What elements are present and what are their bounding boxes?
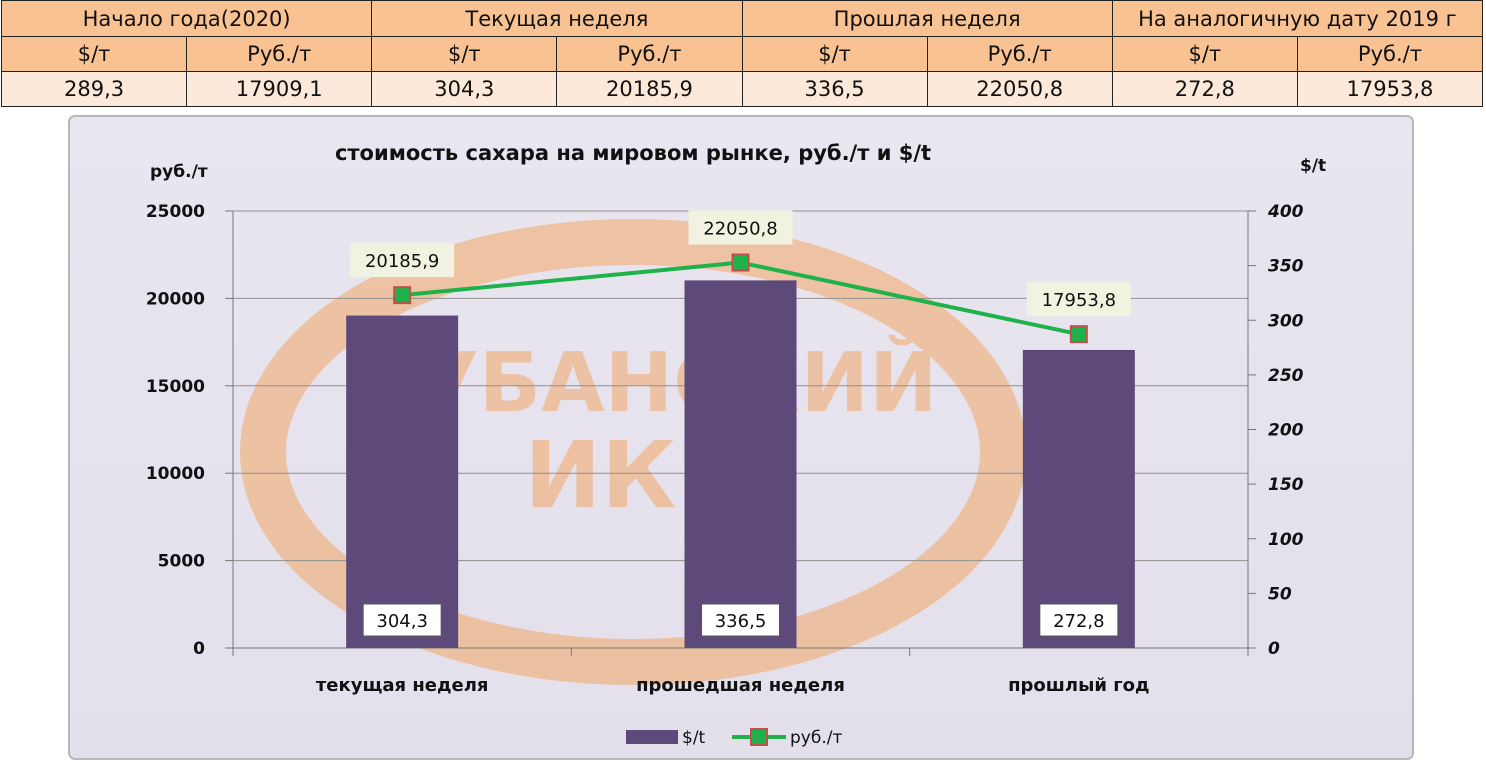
bar-value-label: 336,5 [715, 611, 767, 632]
unit-cell: $/т [371, 36, 558, 72]
unit-cell: Руб./т [556, 36, 743, 72]
right-tick-label: 250 [1268, 366, 1304, 386]
table-units-row: $/т Руб./т $/т Руб./т $/т Руб./т $/т Руб… [0, 36, 1484, 72]
legend-line-label: руб./т [790, 728, 842, 748]
table-header-row: Начало года(2020) Текущая неделя Прошлая… [0, 0, 1484, 37]
line-value-box [350, 243, 455, 278]
value-cell: 17909,1 [186, 71, 373, 107]
category-label: прошлый год [1008, 675, 1149, 696]
right-tick-label: 100 [1268, 530, 1304, 550]
left-tick-label: 25000 [146, 202, 205, 222]
right-axis-label: $/t [1300, 156, 1326, 176]
left-tick-label: 0 [193, 639, 205, 659]
right-tick-label: 200 [1268, 421, 1304, 441]
header-last-week: Прошлая неделя [741, 0, 1113, 37]
value-cell: 20185,9 [556, 71, 743, 107]
unit-cell: $/т [0, 36, 188, 72]
left-tick-label: 15000 [146, 377, 205, 397]
price-table: Начало года(2020) Текущая неделя Прошлая… [0, 0, 1484, 107]
chart-container: КУБАНСКИЙ ИКЦ стоимость сахара на мирово… [68, 115, 1414, 760]
right-tick-label: 300 [1268, 311, 1304, 331]
table-values-row: 289,3 17909,1 304,3 20185,9 336,5 22050,… [0, 71, 1484, 107]
legend-bar-label: $/t [682, 728, 706, 748]
value-cell: 304,3 [371, 71, 558, 107]
line-marker [731, 253, 750, 272]
unit-cell: Руб./т [186, 36, 373, 72]
header-start-of-year: Начало года(2020) [0, 0, 373, 37]
category-label: прошедшая неделя [636, 675, 845, 696]
left-tick-label: 5000 [158, 552, 205, 572]
right-tick-label: 0 [1268, 639, 1280, 659]
line-value-box [688, 210, 793, 245]
header-same-date-2019: На аналогичную дату 2019 г [1111, 0, 1484, 37]
right-tick-label: 350 [1268, 257, 1304, 277]
line-value-box [1026, 282, 1131, 317]
value-cell: 289,3 [0, 71, 188, 107]
unit-cell: $/т [741, 36, 928, 72]
bar-value-box [362, 603, 442, 637]
bar [684, 280, 797, 648]
value-cell: 22050,8 [926, 71, 1113, 107]
unit-cell: Руб./т [1296, 36, 1484, 72]
line-value-label: 20185,9 [365, 251, 439, 272]
value-cell: 272,8 [1111, 71, 1298, 107]
header-current-week: Текущая неделя [371, 0, 743, 37]
category-label: текущая неделя [316, 675, 489, 696]
value-cell: 336,5 [741, 71, 928, 107]
line-value-label: 22050,8 [703, 219, 777, 240]
bar [1022, 349, 1135, 648]
bar-value-label: 272,8 [1053, 611, 1105, 632]
chart-title: стоимость сахара на мировом рынке, руб./… [335, 141, 931, 165]
sugar-price-chart: КУБАНСКИЙ ИКЦ стоимость сахара на мирово… [68, 115, 1414, 760]
legend-line-marker [750, 728, 768, 746]
line-value-label: 17953,8 [1042, 290, 1116, 311]
unit-cell: Руб./т [926, 36, 1113, 72]
right-tick-label: 400 [1267, 202, 1304, 222]
line-marker [1069, 325, 1088, 344]
unit-cell: $/т [1111, 36, 1298, 72]
left-tick-label: 10000 [146, 464, 205, 484]
line-marker [393, 286, 412, 305]
right-tick-label: 50 [1268, 584, 1292, 604]
legend-bar-swatch [626, 730, 678, 744]
bar-value-box [1039, 603, 1119, 637]
bar-value-label: 304,3 [376, 611, 428, 632]
right-tick-label: 150 [1268, 475, 1304, 495]
bar [346, 315, 459, 648]
value-cell: 17953,8 [1296, 71, 1484, 107]
left-axis-label: руб./т [150, 162, 208, 182]
bar-value-box [701, 603, 780, 637]
left-tick-label: 20000 [146, 289, 205, 309]
